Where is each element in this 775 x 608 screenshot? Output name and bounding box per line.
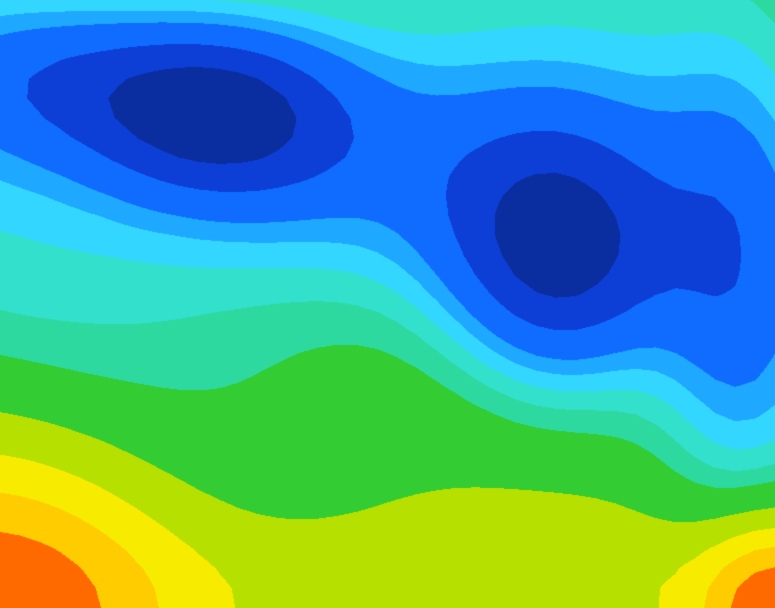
contour-plot: [0, 0, 775, 608]
